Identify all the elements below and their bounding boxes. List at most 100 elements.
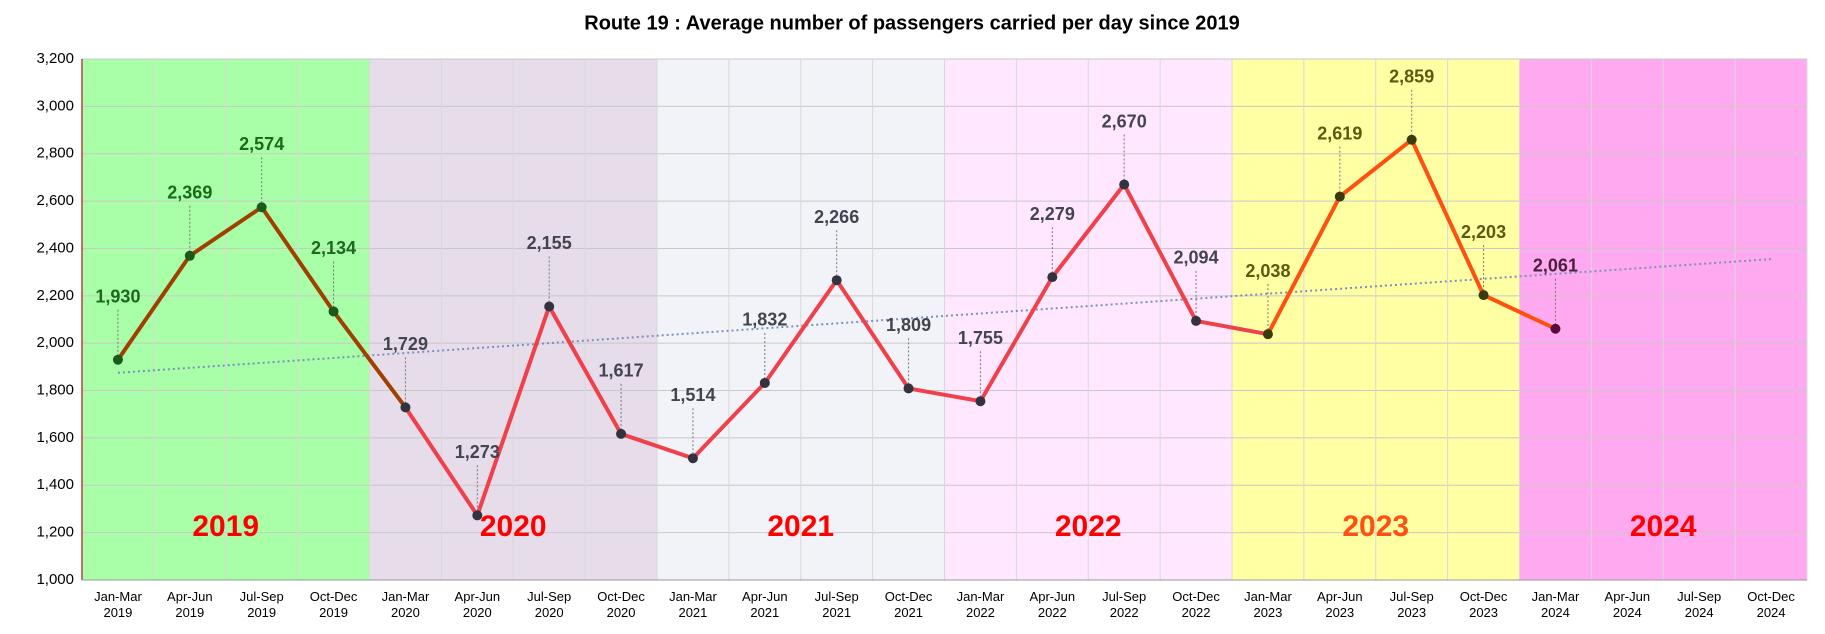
line-segment [331, 309, 408, 410]
line-segment [978, 275, 1055, 404]
x-tick-label: Apr-Jun 2019 [167, 589, 213, 620]
line-segment [259, 205, 336, 314]
value-label: 2,859 [1389, 67, 1434, 87]
value-label: 1,729 [383, 334, 428, 354]
point [1262, 329, 1273, 340]
x-tick-label: Oct-Dec 2020 [597, 589, 645, 620]
value-label: 2,670 [1102, 111, 1147, 131]
year-label: 2024 [1630, 510, 1697, 543]
y-tick-label: 1,800 [36, 382, 74, 399]
x-tick-label: Oct-Dec 2024 [1747, 589, 1795, 620]
point [903, 383, 914, 394]
x-tick-label: Oct-Dec 2019 [310, 589, 358, 620]
value-label: 1,617 [599, 361, 644, 381]
line-segment [834, 278, 911, 391]
y-tick-label: 1,000 [36, 571, 74, 588]
x-tick-label: Jan-Mar 2022 [957, 589, 1005, 620]
point [831, 275, 842, 286]
year-label: 2020 [480, 510, 547, 543]
point [1047, 272, 1058, 283]
x-tick-label: Apr-Jun 2023 [1317, 589, 1363, 620]
line-segment [619, 431, 695, 461]
value-label: 1,809 [886, 315, 931, 335]
value-label: 2,369 [167, 183, 212, 203]
x-tick-label: Apr-Jun 2020 [455, 589, 501, 620]
y-tick-label: 2,200 [36, 287, 74, 304]
x-tick-label: Jul-Sep 2024 [1677, 589, 1721, 620]
x-tick-label: Jan-Mar 2024 [1532, 589, 1580, 620]
line-segment [187, 205, 264, 258]
value-label: 2,279 [1030, 204, 1075, 224]
point [1119, 179, 1130, 190]
y-tick-label: 1,400 [36, 476, 74, 493]
line-segment [906, 386, 983, 404]
value-label: 2,094 [1174, 248, 1219, 268]
x-tick-label: Jan-Mar 2019 [94, 589, 142, 620]
point [1406, 134, 1417, 145]
year-label: 2021 [767, 510, 834, 543]
x-tick-label: Jul-Sep 2020 [527, 589, 571, 620]
chart-title: Route 19 : Average number of passengers … [584, 12, 1239, 34]
line-segment [1409, 137, 1486, 298]
line-segment [475, 304, 552, 518]
value-label: 2,266 [814, 207, 859, 227]
x-tick-label: Jul-Sep 2021 [815, 589, 859, 620]
value-label: 1,930 [95, 287, 140, 307]
x-tick-label: Jan-Mar 2023 [1244, 589, 1292, 620]
y-tick-label: 1,600 [36, 429, 74, 446]
year-label: 2022 [1055, 510, 1122, 543]
value-label: 1,832 [742, 310, 787, 330]
line-segment [690, 380, 767, 461]
x-tick-label: Apr-Jun 2024 [1605, 589, 1651, 620]
point [687, 453, 698, 464]
x-tick-label: Jul-Sep 2019 [240, 589, 284, 620]
value-label: 2,155 [527, 233, 572, 253]
value-label: 2,619 [1317, 123, 1362, 143]
point [256, 202, 267, 213]
point [1478, 290, 1489, 301]
x-tick-label: Jan-Mar 2020 [382, 589, 430, 620]
line-segment [1337, 137, 1414, 199]
point [112, 354, 123, 365]
x-tick-label: Apr-Jun 2022 [1030, 589, 1076, 620]
point [184, 250, 195, 261]
line-segment [115, 253, 192, 362]
line-segment [403, 405, 480, 518]
point [975, 396, 986, 407]
y-tick-label: 2,000 [36, 334, 74, 351]
year-label: 2019 [192, 510, 259, 543]
line-segment [1481, 293, 1558, 331]
x-tick-label: Jul-Sep 2022 [1102, 589, 1146, 620]
line-segment [1265, 194, 1342, 337]
year-label: 2023 [1342, 510, 1409, 543]
x-tick-label: Apr-Jun 2021 [742, 589, 788, 620]
value-label: 1,514 [670, 385, 715, 405]
x-tick-label: Jan-Mar 2021 [669, 589, 717, 620]
point [544, 301, 555, 312]
point [328, 306, 339, 317]
value-label: 1,755 [958, 328, 1003, 348]
value-label: 2,038 [1245, 261, 1290, 281]
x-tick-label: Oct-Dec 2022 [1172, 589, 1220, 620]
x-tick-label: Jul-Sep 2023 [1390, 589, 1434, 620]
y-tick-label: 2,400 [36, 239, 74, 256]
x-tick-label: Oct-Dec 2021 [885, 589, 933, 620]
point [1550, 323, 1561, 334]
trendline [117, 258, 1772, 374]
line-segment [1194, 318, 1270, 337]
point [1334, 191, 1345, 202]
value-label: 2,574 [239, 134, 284, 154]
x-tick-label: Oct-Dec 2023 [1460, 589, 1508, 620]
point [759, 377, 770, 388]
y-tick-label: 1,200 [36, 524, 74, 541]
y-tick-label: 2,600 [36, 192, 74, 209]
point [472, 510, 483, 521]
value-label: 1,273 [455, 442, 500, 462]
y-tick-label: 2,800 [36, 145, 74, 162]
value-label: 2,203 [1461, 222, 1506, 242]
line-segment [547, 304, 624, 436]
line-segment [762, 278, 839, 385]
point [1191, 315, 1202, 326]
point [400, 402, 411, 413]
